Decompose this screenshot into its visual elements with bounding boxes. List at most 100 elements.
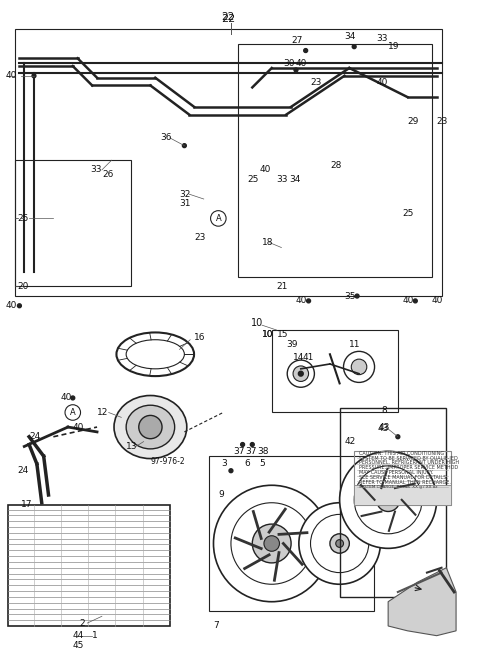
Ellipse shape bbox=[114, 395, 187, 459]
Circle shape bbox=[354, 466, 422, 534]
Text: 43: 43 bbox=[378, 422, 390, 432]
Text: 23: 23 bbox=[311, 78, 322, 87]
Circle shape bbox=[71, 396, 75, 400]
Circle shape bbox=[352, 45, 356, 49]
Circle shape bbox=[214, 485, 330, 602]
Bar bbox=[14, 160, 131, 286]
Text: MAY CAUSE PERSONAL INJURY.: MAY CAUSE PERSONAL INJURY. bbox=[359, 470, 433, 475]
Circle shape bbox=[351, 359, 367, 375]
Circle shape bbox=[344, 352, 374, 383]
Text: 28: 28 bbox=[330, 161, 341, 170]
Ellipse shape bbox=[126, 340, 184, 369]
Text: 5: 5 bbox=[259, 459, 265, 469]
Text: PERSONNEL. REFRIGERANT UNDER HIGH: PERSONNEL. REFRIGERANT UNDER HIGH bbox=[359, 461, 459, 465]
Text: SYSTEM TO BE SERVICED BY QUALIF-IED: SYSTEM TO BE SERVICED BY QUALIF-IED bbox=[359, 455, 458, 461]
Text: 23: 23 bbox=[194, 233, 205, 243]
Bar bbox=[8, 505, 170, 626]
Text: 35: 35 bbox=[345, 292, 356, 301]
Text: 15: 15 bbox=[276, 330, 288, 339]
Circle shape bbox=[139, 415, 162, 439]
Text: 13: 13 bbox=[126, 442, 138, 451]
Text: 11: 11 bbox=[349, 340, 361, 349]
Circle shape bbox=[65, 405, 81, 420]
Text: 6: 6 bbox=[244, 459, 250, 469]
Text: 32: 32 bbox=[180, 190, 191, 199]
Text: 1: 1 bbox=[92, 631, 98, 641]
Text: 18: 18 bbox=[262, 238, 274, 247]
Text: 40: 40 bbox=[296, 59, 307, 67]
Text: 9: 9 bbox=[218, 490, 224, 500]
Text: 19: 19 bbox=[388, 42, 400, 51]
Circle shape bbox=[251, 443, 254, 446]
Text: 40: 40 bbox=[376, 78, 388, 87]
Circle shape bbox=[376, 488, 400, 512]
Circle shape bbox=[396, 435, 400, 439]
Circle shape bbox=[304, 49, 308, 52]
Circle shape bbox=[330, 534, 349, 553]
Text: 2: 2 bbox=[80, 619, 85, 627]
Bar bbox=[354, 485, 451, 505]
Bar bbox=[272, 330, 398, 412]
Circle shape bbox=[311, 514, 369, 572]
Text: 43: 43 bbox=[377, 424, 389, 434]
Circle shape bbox=[32, 74, 36, 78]
Text: 41: 41 bbox=[303, 353, 314, 362]
Text: 40: 40 bbox=[432, 296, 443, 305]
Text: SEE SERVICE MANUAL FOR DETAILS.: SEE SERVICE MANUAL FOR DETAILS. bbox=[359, 475, 448, 480]
Circle shape bbox=[17, 304, 21, 308]
Text: 97-976-2: 97-976-2 bbox=[150, 457, 185, 465]
Text: 22: 22 bbox=[221, 12, 235, 22]
Circle shape bbox=[252, 524, 291, 563]
Text: 42: 42 bbox=[345, 437, 356, 446]
Text: 40: 40 bbox=[60, 393, 72, 403]
Circle shape bbox=[299, 371, 303, 376]
Bar bbox=[14, 29, 442, 296]
Polygon shape bbox=[388, 568, 456, 636]
Circle shape bbox=[413, 299, 417, 303]
Circle shape bbox=[307, 299, 311, 303]
Bar bbox=[340, 408, 446, 597]
Circle shape bbox=[211, 211, 226, 226]
Text: 10: 10 bbox=[262, 330, 274, 339]
Text: 14: 14 bbox=[293, 353, 304, 362]
Circle shape bbox=[287, 360, 314, 387]
Text: 24: 24 bbox=[29, 432, 40, 442]
Circle shape bbox=[231, 503, 312, 584]
Text: 27: 27 bbox=[291, 36, 302, 46]
Circle shape bbox=[355, 294, 359, 298]
Circle shape bbox=[240, 443, 244, 446]
Text: 17: 17 bbox=[21, 500, 33, 509]
Circle shape bbox=[229, 469, 233, 473]
Text: 40: 40 bbox=[6, 71, 17, 80]
Text: 30: 30 bbox=[283, 59, 295, 67]
Text: 39: 39 bbox=[286, 340, 298, 349]
Text: SYSTEM CHARGE: R134a  XX g / XX oz: SYSTEM CHARGE: R134a XX g / XX oz bbox=[359, 485, 437, 489]
Text: 33: 33 bbox=[376, 34, 388, 44]
Text: CAUTION: THIS AIR CONDITIONING: CAUTION: THIS AIR CONDITIONING bbox=[359, 451, 444, 455]
Text: 3: 3 bbox=[221, 459, 227, 469]
Text: 12: 12 bbox=[97, 408, 108, 417]
Text: 40: 40 bbox=[6, 301, 17, 310]
Text: 10: 10 bbox=[262, 330, 274, 339]
Text: 26: 26 bbox=[102, 171, 113, 179]
Circle shape bbox=[293, 366, 309, 381]
Text: 40: 40 bbox=[73, 422, 84, 432]
Text: 36: 36 bbox=[160, 134, 172, 142]
Text: 22: 22 bbox=[221, 15, 236, 24]
Text: 40: 40 bbox=[296, 296, 307, 305]
Text: 37: 37 bbox=[233, 447, 244, 456]
Text: 29: 29 bbox=[408, 117, 419, 126]
Text: 8: 8 bbox=[381, 406, 387, 415]
Text: 20: 20 bbox=[17, 282, 29, 291]
Text: 45: 45 bbox=[73, 641, 84, 650]
Text: 40: 40 bbox=[403, 296, 414, 305]
Text: 37: 37 bbox=[245, 447, 257, 456]
Text: 25: 25 bbox=[17, 214, 29, 223]
Text: 31: 31 bbox=[180, 200, 191, 208]
Text: PRESSURE. IMPROPER SERVICE METHOD: PRESSURE. IMPROPER SERVICE METHOD bbox=[359, 465, 458, 471]
Text: 24: 24 bbox=[17, 466, 29, 475]
Text: 21: 21 bbox=[276, 282, 288, 291]
Circle shape bbox=[264, 535, 279, 551]
Circle shape bbox=[299, 503, 380, 584]
Circle shape bbox=[340, 451, 437, 549]
